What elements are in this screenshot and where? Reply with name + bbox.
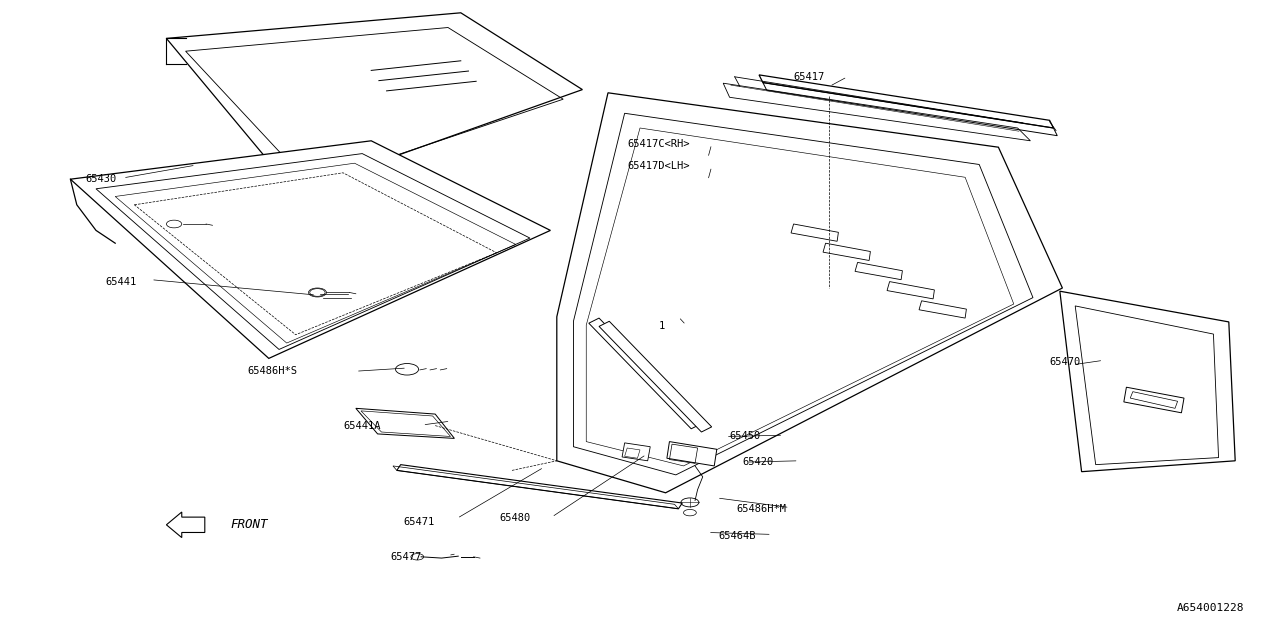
Polygon shape [1124,387,1184,413]
Polygon shape [887,282,934,299]
Text: 65470: 65470 [1050,356,1080,367]
Polygon shape [855,262,902,280]
Text: 65441A: 65441A [343,420,380,431]
Polygon shape [599,321,712,432]
Polygon shape [1060,291,1235,472]
Polygon shape [356,408,454,438]
Polygon shape [791,224,838,241]
Text: 65450: 65450 [730,431,760,442]
Polygon shape [759,75,1053,128]
Text: 65420: 65420 [742,457,773,467]
Polygon shape [166,512,205,538]
Text: 65464B: 65464B [718,531,755,541]
Text: FRONT: FRONT [230,518,268,531]
Polygon shape [589,318,701,429]
Polygon shape [919,301,966,318]
Polygon shape [823,243,870,260]
Text: 65477: 65477 [390,552,421,562]
Text: 65417D<LH>: 65417D<LH> [627,161,690,172]
Text: 1: 1 [659,321,666,332]
Text: 65486H*M: 65486H*M [736,504,786,514]
Text: A654001228: A654001228 [1176,603,1244,613]
Text: 65486H*S: 65486H*S [247,366,297,376]
Polygon shape [70,141,550,358]
Polygon shape [667,442,717,466]
Text: 65430: 65430 [86,174,116,184]
Polygon shape [622,443,650,461]
Text: 65417: 65417 [794,72,824,82]
Circle shape [411,554,424,560]
Polygon shape [166,13,582,192]
Text: 65417C<RH>: 65417C<RH> [627,139,690,149]
Polygon shape [397,465,682,509]
Text: 65471: 65471 [403,516,434,527]
Text: 65480: 65480 [499,513,530,524]
Polygon shape [557,93,1062,493]
Text: 65441: 65441 [105,276,136,287]
